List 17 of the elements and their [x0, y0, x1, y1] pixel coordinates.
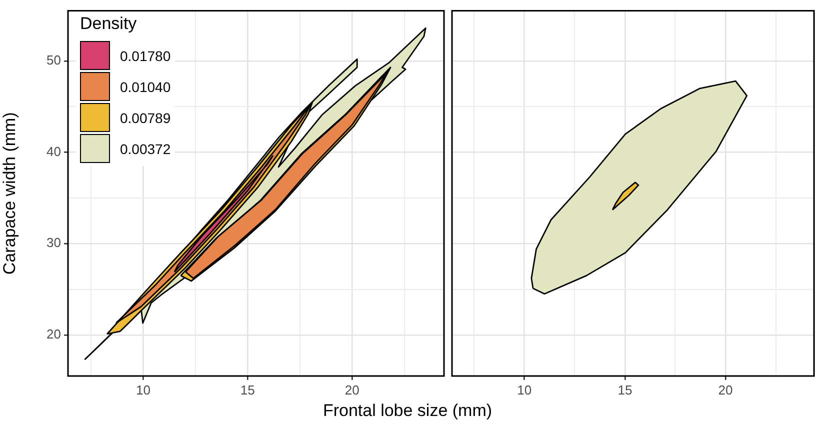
legend-label: 0.00789	[120, 110, 171, 126]
legend-label: 0.00372	[120, 140, 171, 156]
x-tick-label: 15	[618, 382, 632, 398]
y-tick-label: 20	[46, 326, 61, 342]
y-tick-label: 30	[46, 235, 61, 250]
y-tick-label: 40	[46, 144, 61, 159]
x-tick-label: 20	[718, 382, 733, 398]
x-tick-label: 15	[240, 382, 255, 398]
x-tick-label: 10	[517, 382, 532, 398]
y-axis-title: Carapace width (mm)	[0, 112, 19, 275]
x-tick-label: 10	[136, 382, 150, 398]
y-tick-label: 50	[46, 52, 61, 68]
legend-label: 0.01780	[120, 48, 171, 64]
legend-title: Density	[80, 14, 138, 34]
legend-label: 0.01040	[120, 78, 171, 94]
x-axis-title: Frontal lobe size (mm)	[322, 401, 494, 421]
x-tick-label: 20	[344, 382, 360, 398]
